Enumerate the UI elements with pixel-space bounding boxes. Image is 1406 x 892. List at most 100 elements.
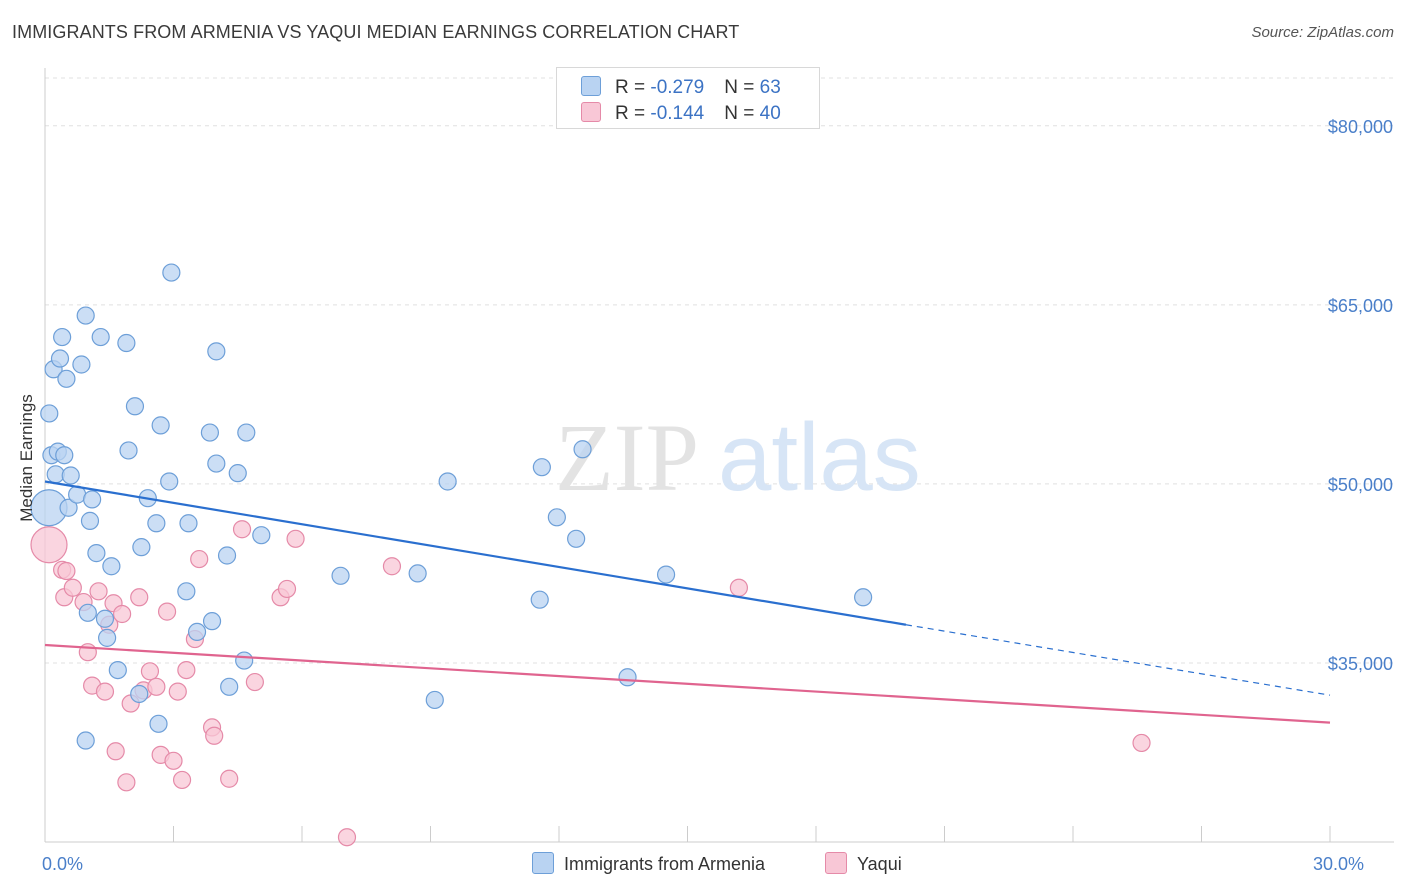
yaqui-point (57, 561, 76, 581)
armenia-point (408, 564, 427, 583)
armenia-point (237, 423, 256, 442)
legend-row-armenia: R = -0.279 N = 63 (581, 76, 781, 100)
armenia-point (235, 651, 254, 670)
armenia-trend-extension (905, 624, 1331, 696)
armenia-point (656, 565, 676, 584)
yaqui-point (382, 557, 402, 576)
y-tick-label: $65,000 (1328, 296, 1393, 316)
yaqui-points (30, 520, 1151, 847)
bottom-legend-yaqui[interactable]: Yaqui (825, 852, 902, 875)
armenia-point (547, 508, 566, 527)
armenia-point (83, 490, 102, 509)
yaqui-point (286, 529, 305, 548)
chart-source: Source: ZipAtlas.com (1251, 24, 1394, 41)
legend-row-yaqui: R = -0.144 N = 40 (581, 102, 781, 126)
armenia-point (217, 546, 237, 565)
yaqui-point (205, 726, 224, 745)
armenia-point (207, 342, 226, 361)
legend-r-value: -0.144 (650, 103, 705, 124)
yaqui-point (140, 662, 160, 681)
y-tick-label: $80,000 (1328, 117, 1393, 137)
yaqui-point (177, 660, 196, 680)
armenia-point (53, 327, 72, 347)
yaqui-point (147, 677, 166, 696)
armenia-point (149, 714, 168, 733)
yaqui-point (106, 742, 125, 761)
grid-lines (45, 77, 1394, 664)
legend-n-value: 63 (759, 77, 781, 98)
armenia-point (567, 529, 586, 548)
yaqui-point (117, 773, 136, 792)
armenia-point (530, 590, 549, 609)
bottom-legend-label-yaqui: Yaqui (857, 854, 902, 874)
bottom-legend-armenia[interactable]: Immigrants from Armenia (532, 852, 765, 875)
armenia-point (50, 349, 70, 368)
trend-lines (44, 480, 1331, 724)
armenia-point (55, 446, 74, 465)
watermark-atlas: atlas (718, 404, 921, 511)
armenia-point (151, 416, 170, 435)
armenia-point (618, 668, 637, 687)
x-tick-label: 0.0% (42, 854, 83, 874)
armenia-point (162, 263, 181, 282)
armenia-point (78, 603, 97, 622)
legend-r-label: R = (615, 103, 651, 124)
armenia-point (87, 544, 106, 563)
armenia-points (30, 263, 873, 750)
armenia-point (207, 454, 226, 473)
yaqui-point (89, 582, 108, 601)
armenia-point (61, 466, 80, 485)
yaqui-point (164, 751, 183, 770)
yaqui-point (245, 672, 264, 692)
armenia-point (331, 566, 350, 585)
armenia-point (80, 511, 100, 530)
yaqui-point (157, 602, 177, 621)
armenia-point (425, 690, 444, 710)
yaqui-point (95, 682, 115, 701)
armenia-point (59, 498, 78, 517)
armenia-point (46, 465, 65, 484)
bottom-legend-label-armenia: Immigrants from Armenia (564, 854, 766, 874)
armenia-point (532, 458, 551, 477)
legend-r-value: -0.279 (650, 77, 705, 98)
armenia-point (854, 588, 873, 607)
armenia-trend-line (44, 480, 907, 626)
armenia-point (252, 526, 271, 545)
armenia-point (220, 677, 239, 696)
legend-swatch-yaqui (581, 102, 601, 122)
armenia-point (117, 333, 136, 353)
armenia-point (119, 441, 138, 460)
y-axis-label: Median Earnings (17, 394, 36, 522)
armenia-point (57, 369, 76, 388)
bottom-legend-swatch-armenia (532, 852, 554, 874)
yaqui-point (337, 828, 357, 847)
armenia-point (95, 609, 115, 628)
armenia-point (147, 514, 166, 533)
correlation-legend: R = -0.279 N = 63 R = -0.144 N = 40 (556, 67, 820, 129)
tick-labels: $80,000 $65,000 $50,000 $35,000 0.0% 30.0% (42, 117, 1393, 874)
x-tick-label: 30.0% (1313, 854, 1364, 874)
legend-n-label: N = (724, 77, 760, 98)
armenia-point (187, 622, 207, 642)
legend-r-label: R = (615, 77, 651, 98)
armenia-point (200, 423, 220, 442)
armenia-point (177, 582, 196, 601)
bottom-legend-swatch-yaqui (825, 852, 847, 874)
armenia-point (202, 612, 222, 631)
y-tick-label: $50,000 (1328, 475, 1393, 495)
armenia-point (108, 660, 127, 680)
yaqui-trend-line (44, 643, 1331, 724)
armenia-point (130, 684, 149, 704)
armenia-point (125, 397, 145, 416)
armenia-point (573, 440, 592, 459)
yaqui-point (220, 769, 239, 788)
armenia-point (228, 464, 247, 483)
yaqui-point (277, 579, 297, 599)
yaqui-point (63, 578, 82, 597)
yaqui-point (112, 604, 132, 624)
yaqui-point (130, 588, 149, 607)
legend-swatch-armenia (581, 76, 601, 96)
yaqui-point (172, 770, 192, 790)
watermark-zip: ZIP (555, 404, 699, 511)
